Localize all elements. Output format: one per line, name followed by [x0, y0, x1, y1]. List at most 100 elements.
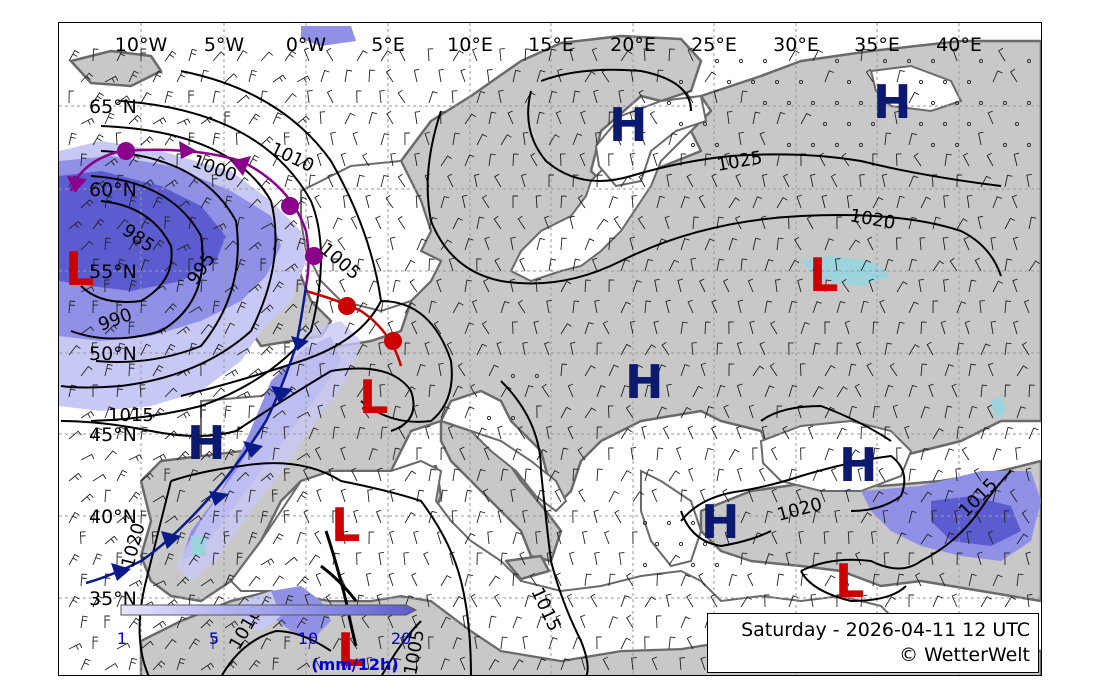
wind-barb [806, 215, 814, 230]
low-pressure-center: L [337, 623, 366, 676]
wind-barb [1026, 594, 1033, 608]
wind-barb [572, 90, 581, 104]
wind-barb [962, 152, 970, 167]
wind-barb [584, 238, 595, 251]
wind-barb [668, 554, 681, 566]
wind-barb [1004, 426, 1013, 440]
wind-barb [498, 89, 504, 104]
wind-barb [529, 572, 538, 587]
precip-turkey-heavy [931, 496, 1021, 546]
wind-barb [944, 405, 953, 419]
low-pressure-center: L [835, 554, 864, 608]
calm-station-dot [858, 100, 864, 106]
wind-barb [104, 489, 111, 503]
wind-barb [389, 236, 396, 251]
wind-barb [980, 427, 990, 440]
wind-barb [308, 636, 316, 650]
wind-barb [764, 553, 774, 566]
wind-barb [365, 194, 371, 209]
wind-barb [284, 263, 298, 272]
wind-barb [567, 383, 574, 398]
wind-barb [92, 180, 107, 188]
wind-barb [496, 341, 502, 356]
wind-barb [892, 404, 899, 419]
wind-barb [92, 218, 105, 230]
wind-barb [572, 468, 579, 482]
wind-barb [824, 279, 832, 293]
wind-barb [452, 595, 464, 608]
wind-barb [860, 512, 872, 524]
low-pressure-center: L [809, 248, 838, 302]
wind-barb [260, 472, 274, 482]
wind-barb [932, 300, 939, 314]
wind-barb [404, 595, 414, 608]
wind-barb [653, 320, 659, 335]
wind-barb [236, 348, 251, 356]
wind-barb [488, 364, 499, 377]
wind-barb [248, 405, 255, 419]
wind-barb [315, 572, 322, 587]
wind-barb [378, 551, 385, 566]
wind-barb [535, 531, 541, 545]
wind-barb [512, 195, 518, 208]
wind-barb [522, 635, 528, 650]
wind-barb [548, 258, 556, 272]
wind-barb [140, 48, 147, 62]
wind-barb [356, 90, 362, 104]
wind-barb [284, 342, 290, 356]
wind-barb [380, 174, 389, 188]
wind-barb [919, 237, 926, 251]
wind-barb [594, 551, 600, 566]
low-pressure-center: L [359, 370, 388, 424]
wind-barb [164, 553, 174, 566]
wind-barb [319, 363, 325, 377]
wind-barb [152, 117, 167, 125]
wind-barb [823, 531, 830, 545]
calm-station-dot [966, 121, 972, 127]
wind-barb [368, 448, 378, 461]
wind-barb [392, 447, 401, 461]
wind-barb [464, 532, 476, 545]
wind-barb [476, 133, 488, 146]
wind-barb [687, 425, 694, 440]
wind-barb [248, 531, 258, 545]
wind-barb [440, 658, 450, 671]
wind-barb [592, 257, 598, 272]
wind-barb [748, 404, 755, 419]
lon-label: 35°E [854, 34, 900, 56]
wind-barb [824, 238, 834, 251]
wind-barb [404, 259, 416, 272]
wind-barb [387, 320, 394, 335]
wind-barb [812, 258, 822, 272]
isobar-995 [95, 150, 239, 363]
wind-barb [656, 69, 664, 83]
wind-barb [314, 194, 322, 209]
wind-barb [920, 447, 930, 461]
wind-barb [440, 447, 447, 461]
wind-barb [188, 515, 202, 524]
wind-barb [486, 69, 493, 83]
wind-barb [896, 69, 905, 83]
wind-barb [908, 344, 920, 356]
wind-barb [656, 195, 665, 209]
wind-barb [440, 155, 453, 167]
wind-barb [380, 426, 388, 440]
wind-barb [68, 49, 80, 62]
wind-barb [908, 510, 917, 524]
wind-barb [272, 447, 280, 461]
wind-barb [608, 279, 615, 293]
wind-barb [524, 468, 532, 482]
isobar-1010-africa [221, 629, 332, 675]
wind-barb [872, 447, 880, 461]
wind-barb [464, 279, 472, 293]
wind-barb [824, 406, 836, 419]
wind-barb [883, 552, 890, 566]
wind-barb [943, 195, 949, 209]
wind-barb [176, 326, 190, 335]
caption-box: Saturday - 2026-04-11 12 UTC © WetterWel… [707, 613, 1039, 673]
wind-barb [248, 154, 260, 167]
wind-barb [212, 595, 224, 608]
wind-barb [488, 575, 501, 587]
wind-barb [968, 405, 978, 419]
wind-barb [987, 362, 994, 377]
